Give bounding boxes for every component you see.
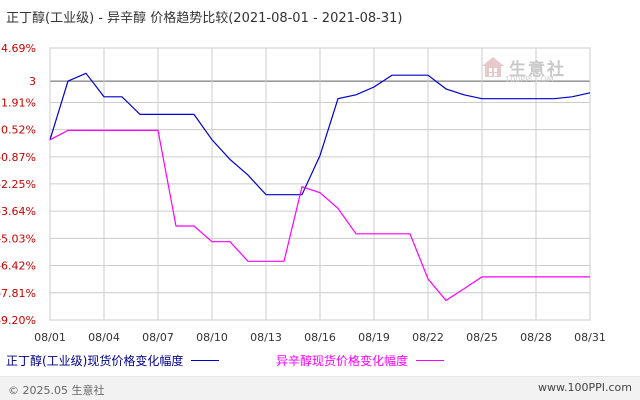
y-tick-label: -5.03% xyxy=(0,232,36,245)
y-tick-label: -0.87% xyxy=(0,151,36,164)
footer: © 2025.05 生意社 www.100PPI.com xyxy=(0,376,640,400)
x-tick-label: 08/25 xyxy=(466,331,498,344)
y-tick-label: -9.20% xyxy=(0,314,36,327)
line-chart: 4.69% 3 1.91% 0.52% -0.87% -2.25% -3.64% -5.03%… xyxy=(0,42,606,344)
y-tick-label: 3 xyxy=(29,75,36,88)
series xyxy=(49,72,591,302)
y-tick-label: -6.42% xyxy=(0,260,36,273)
chart-title: 正丁醇(工业级) - 异辛醇 价格趋势比较(2021-08-01 - 2021-… xyxy=(6,11,403,26)
watermark-url: 100PPI.COM xyxy=(505,75,554,84)
legend-swatch-series-2 xyxy=(416,360,445,361)
x-tick-label: 08/01 xyxy=(34,331,66,344)
site-link[interactable]: www.100PPI.com xyxy=(538,381,632,394)
y-tick-label: 0.52% xyxy=(1,124,36,137)
y-tick-label: -2.25% xyxy=(0,178,36,191)
x-tick-label: 08/22 xyxy=(412,331,444,344)
copyright: © 2025.05 生意社 xyxy=(8,384,105,397)
x-tick-label: 08/28 xyxy=(520,331,552,344)
legend-label-series-2: 异辛醇现货价格变化幅度 xyxy=(276,354,409,368)
y-tick-label: -3.64% xyxy=(0,205,36,218)
y-tick-label: 4.69% xyxy=(1,42,36,55)
x-tick-label: 08/19 xyxy=(358,331,390,344)
grid xyxy=(49,47,591,321)
legend-swatch-series-1 xyxy=(191,360,220,361)
watermark-brand: 生意社 xyxy=(509,60,566,80)
y-tick-label: -7.81% xyxy=(0,287,36,300)
x-tick-label: 08/13 xyxy=(250,331,282,344)
x-tick-label: 08/07 xyxy=(142,331,174,344)
series-line-2 xyxy=(49,129,590,302)
series-line-1 xyxy=(49,72,591,196)
house-logo-icon xyxy=(481,56,505,82)
legend-item-series-2: 异辛醇现货价格变化幅度 xyxy=(276,352,445,369)
axes: 4.69% 3 1.91% 0.52% -0.87% -2.25% -3.64% -5.03%… xyxy=(0,42,606,344)
x-tick-label: 08/16 xyxy=(304,331,336,344)
x-tick-label: 08/10 xyxy=(196,331,228,344)
x-tick-label: 08/31 xyxy=(574,331,606,344)
y-tick-label: 1.91% xyxy=(1,96,36,109)
legend-label-series-1: 正丁醇(工业级)现货价格变化幅度 xyxy=(6,354,184,368)
legend-item-series-1: 正丁醇(工业级)现货价格变化幅度 xyxy=(6,352,220,369)
x-tick-label: 08/04 xyxy=(88,331,120,344)
